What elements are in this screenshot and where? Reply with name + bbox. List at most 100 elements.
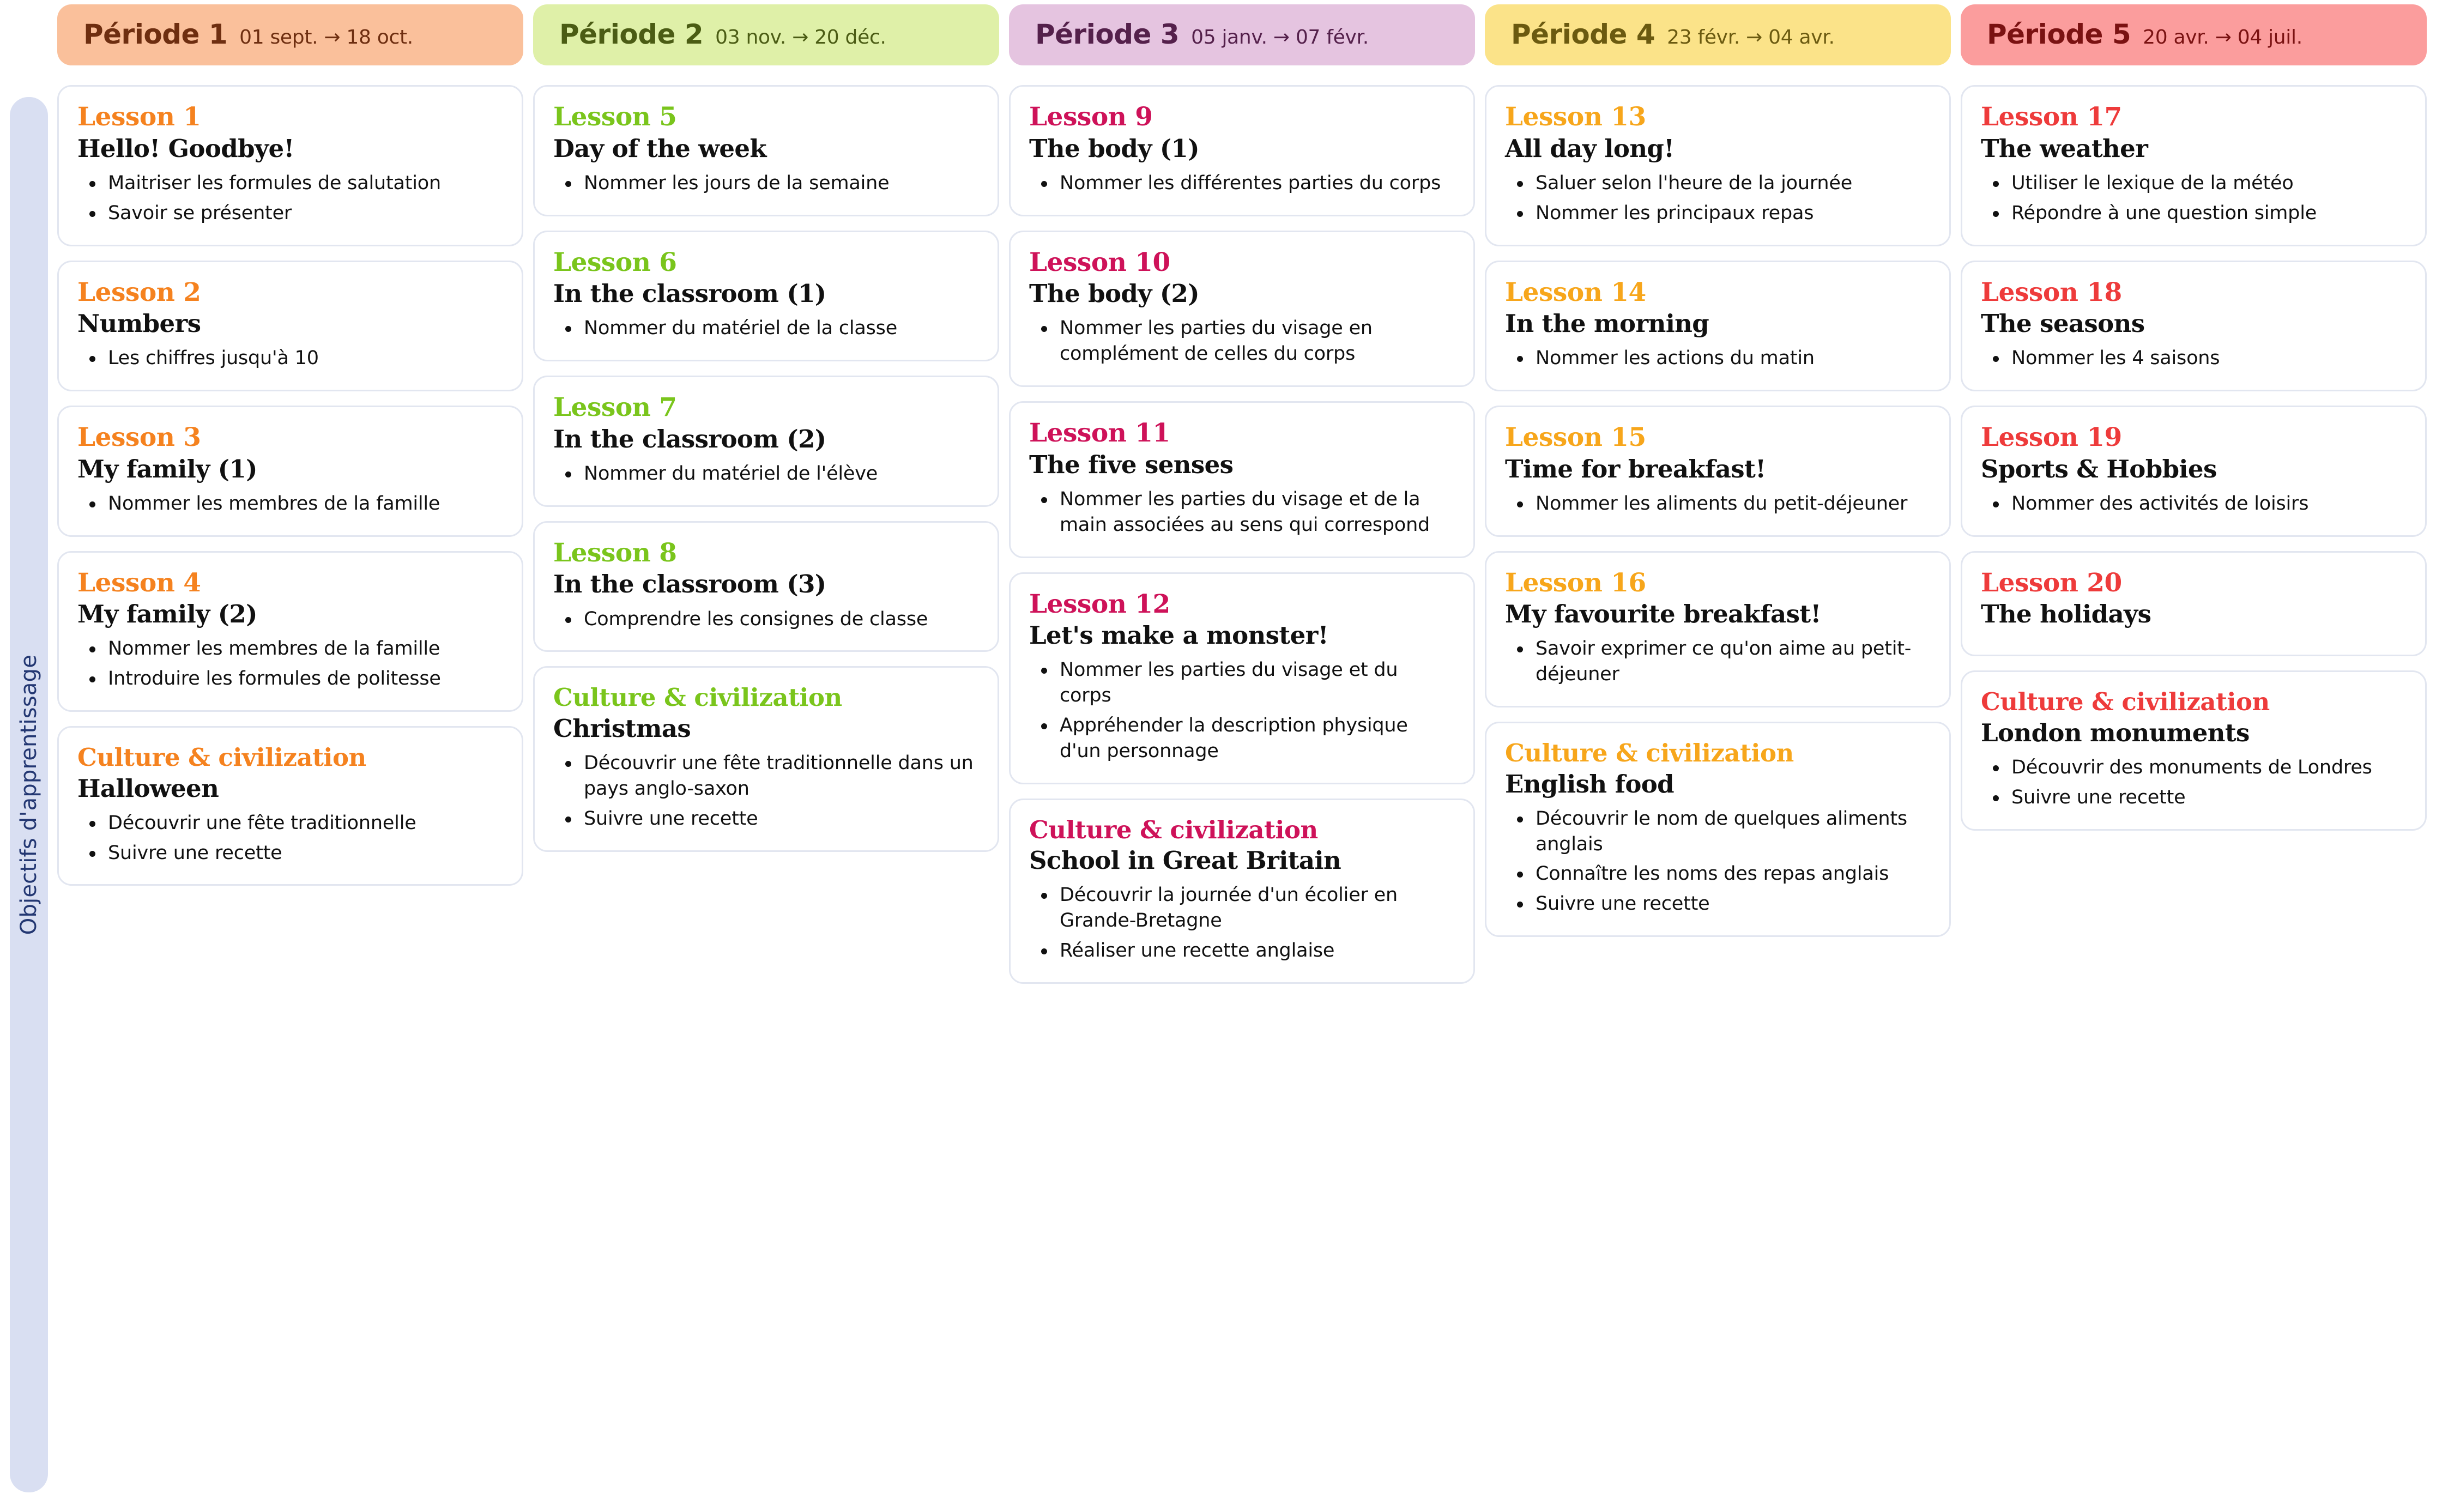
objective-item: Nommer du matériel de la classe: [553, 316, 979, 341]
lesson-number: Lesson 5: [553, 102, 677, 132]
card-title: Halloween: [77, 773, 219, 803]
objective-item: Suivre une recette: [553, 806, 979, 832]
period-header-4[interactable]: Période 4 23 févr. → 04 avr.: [1485, 4, 1951, 65]
lesson-card[interactable]: Lesson 18 The seasons Nommer les 4 saisons: [1961, 260, 2427, 392]
lesson-number: Lesson 3: [77, 422, 201, 453]
objectives-list: Découvrir le nom de quelques aliments an…: [1505, 806, 1931, 917]
objectives-list: Découvrir la journée d'un écolier en Gra…: [1029, 882, 1455, 964]
lesson-number: Lesson 14: [1505, 277, 1646, 307]
lesson-card[interactable]: Lesson 6 In the classroom (1) Nommer du ma…: [533, 230, 999, 362]
culture-card[interactable]: Culture & civilization English food Découv…: [1485, 722, 1951, 938]
card-title: The body (2): [1029, 279, 1200, 309]
objectives-list: Savoir exprimer ce qu'on aime au petit-d…: [1505, 636, 1931, 687]
culture-eyebrow: Culture & civilization: [77, 743, 366, 772]
objective-item: Découvrir le nom de quelques aliments an…: [1505, 806, 1931, 857]
lesson-card[interactable]: Lesson 19 Sports & Hobbies Nommer des acti…: [1961, 406, 2427, 537]
period-date-range: 23 févr. → 04 avr.: [1667, 26, 1835, 49]
objectives-list: Nommer les actions du matin: [1505, 346, 1931, 371]
objective-item: Suivre une recette: [1505, 891, 1931, 917]
lesson-card[interactable]: Lesson 2 Numbers Les chiffres jusqu'à 10: [57, 260, 523, 392]
card-title: The seasons: [1981, 309, 2145, 338]
period-header-3[interactable]: Période 3 05 janv. → 07 févr.: [1009, 4, 1475, 65]
objectives-list: Découvrir des monuments de Londres Suivre…: [1981, 755, 2407, 811]
period-header-5[interactable]: Période 5 20 avr. → 04 juil.: [1961, 4, 2427, 65]
culture-card[interactable]: Culture & civilization Halloween Découvrir…: [57, 726, 523, 886]
objective-item: Répondre à une question simple: [1981, 201, 2407, 226]
lesson-number: Lesson 8: [553, 537, 677, 568]
card-title: The body (1): [1029, 134, 1200, 163]
lesson-card[interactable]: Lesson 5 Day of the week Nommer les jours …: [533, 85, 999, 216]
objective-item: Découvrir une fête traditionnelle dans u…: [553, 751, 979, 802]
objective-item: Appréhender la description physique d'un…: [1029, 713, 1455, 764]
lesson-card[interactable]: Lesson 10 The body (2) Nommer les parties …: [1009, 230, 1475, 388]
period-column-5: Période 5 20 avr. → 04 juil. Lesson 17 The …: [1961, 4, 2427, 845]
card-title: The five senses: [1029, 450, 1234, 479]
culture-card[interactable]: Culture & civilization School in Great Br…: [1009, 798, 1475, 984]
lesson-card[interactable]: Lesson 9 The body (1) Nommer les différent…: [1009, 85, 1475, 216]
lesson-card[interactable]: Lesson 11 The five senses Nommer les parti…: [1009, 401, 1475, 558]
objective-item: Savoir se présenter: [77, 201, 503, 226]
card-title: London monuments: [1981, 718, 2250, 747]
lesson-number: Lesson 19: [1981, 422, 2122, 453]
objective-item: Nommer les membres de la famille: [77, 636, 503, 662]
period-header-2[interactable]: Période 2 03 nov. → 20 déc.: [533, 4, 999, 65]
period-column-3: Période 3 05 janv. → 07 févr. Lesson 9 The …: [1009, 4, 1475, 998]
lesson-card[interactable]: Lesson 1 Hello! Goodbye! Maitriser les for…: [57, 85, 523, 246]
period-date-range: 05 janv. → 07 févr.: [1191, 26, 1369, 49]
card-title: My favourite breakfast!: [1505, 600, 1821, 629]
objectives-list: Découvrir une fête traditionnelle dans u…: [553, 751, 979, 832]
culture-eyebrow: Culture & civilization: [1505, 739, 1794, 768]
lesson-card[interactable]: Lesson 15 Time for breakfast! Nommer les a…: [1485, 406, 1951, 537]
lesson-card[interactable]: Lesson 17 The weather Utiliser le lexique …: [1961, 85, 2427, 246]
objectives-list: Comprendre les consignes de classe: [553, 607, 979, 632]
objectives-list: Utiliser le lexique de la météo Répondre …: [1981, 171, 2407, 226]
lesson-number: Lesson 18: [1981, 277, 2122, 307]
objective-item: Nommer les 4 saisons: [1981, 346, 2407, 371]
period-name: Période 4: [1511, 19, 1655, 50]
lesson-card[interactable]: Lesson 7 In the classroom (2) Nommer du ma…: [533, 376, 999, 507]
lesson-card[interactable]: Lesson 4 My family (2) Nommer les membres …: [57, 551, 523, 712]
culture-card[interactable]: Culture & civilization Christmas Découvrir…: [533, 666, 999, 852]
objectives-list: Nommer les 4 saisons: [1981, 346, 2407, 371]
objective-item: Nommer les aliments du petit-déjeuner: [1505, 491, 1931, 517]
objectives-list: Saluer selon l'heure de la journée Nommer…: [1505, 171, 1931, 226]
lesson-card[interactable]: Lesson 8 In the classroom (3) Comprendre l…: [533, 521, 999, 652]
objective-item: Réaliser une recette anglaise: [1029, 938, 1455, 964]
lesson-card[interactable]: Lesson 16 My favourite breakfast! Savoir e…: [1485, 551, 1951, 708]
lesson-card[interactable]: Lesson 20 The holidays: [1961, 551, 2427, 657]
objective-item: Découvrir des monuments de Londres: [1981, 755, 2407, 781]
objective-item: Savoir exprimer ce qu'on aime au petit-d…: [1505, 636, 1931, 687]
objective-item: Suivre une recette: [77, 840, 503, 866]
culture-card[interactable]: Culture & civilization London monuments Dé…: [1961, 670, 2427, 831]
lesson-number: Lesson 12: [1029, 589, 1170, 619]
lesson-number: Lesson 17: [1981, 102, 2122, 132]
objective-item: Connaître les noms des repas anglais: [1505, 861, 1931, 887]
objective-item: Comprendre les consignes de classe: [553, 607, 979, 632]
lesson-card[interactable]: Lesson 14 In the morning Nommer les action…: [1485, 260, 1951, 392]
objectives-list: Nommer les aliments du petit-déjeuner: [1505, 491, 1931, 517]
period-header-1[interactable]: Période 1 01 sept. → 18 oct.: [57, 4, 523, 65]
card-title: In the classroom (2): [553, 424, 826, 453]
objectives-list: Nommer du matériel de l'élève: [553, 461, 979, 487]
objective-item: Nommer les parties du visage et du corps: [1029, 657, 1455, 709]
objectives-list: Maitriser les formules de salutation Savo…: [77, 171, 503, 226]
objective-item: Découvrir la journée d'un écolier en Gra…: [1029, 882, 1455, 934]
card-title: In the classroom (3): [553, 570, 826, 599]
card-title: The holidays: [1981, 600, 2151, 629]
card-title: Day of the week: [553, 134, 767, 163]
card-title: Sports & Hobbies: [1981, 454, 2217, 483]
objective-item: Nommer les membres de la famille: [77, 491, 503, 517]
period-column-2: Période 2 03 nov. → 20 déc. Lesson 5 Day of…: [533, 4, 999, 866]
lesson-card[interactable]: Lesson 3 My family (1) Nommer les membres …: [57, 406, 523, 537]
lesson-card[interactable]: Lesson 13 All day long! Saluer selon l'heu…: [1485, 85, 1951, 246]
period-name: Période 5: [1987, 19, 2131, 50]
lesson-card[interactable]: Lesson 12 Let's make a monster! Nommer les…: [1009, 572, 1475, 784]
card-title: My family (2): [77, 600, 257, 629]
lesson-number: Lesson 2: [77, 277, 201, 307]
card-title: All day long!: [1505, 134, 1675, 163]
period-date-range: 20 avr. → 04 juil.: [2143, 26, 2302, 49]
objective-item: Introduire les formules de politesse: [77, 666, 503, 692]
lesson-number: Lesson 9: [1029, 102, 1153, 132]
objective-item: Suivre une recette: [1981, 785, 2407, 811]
